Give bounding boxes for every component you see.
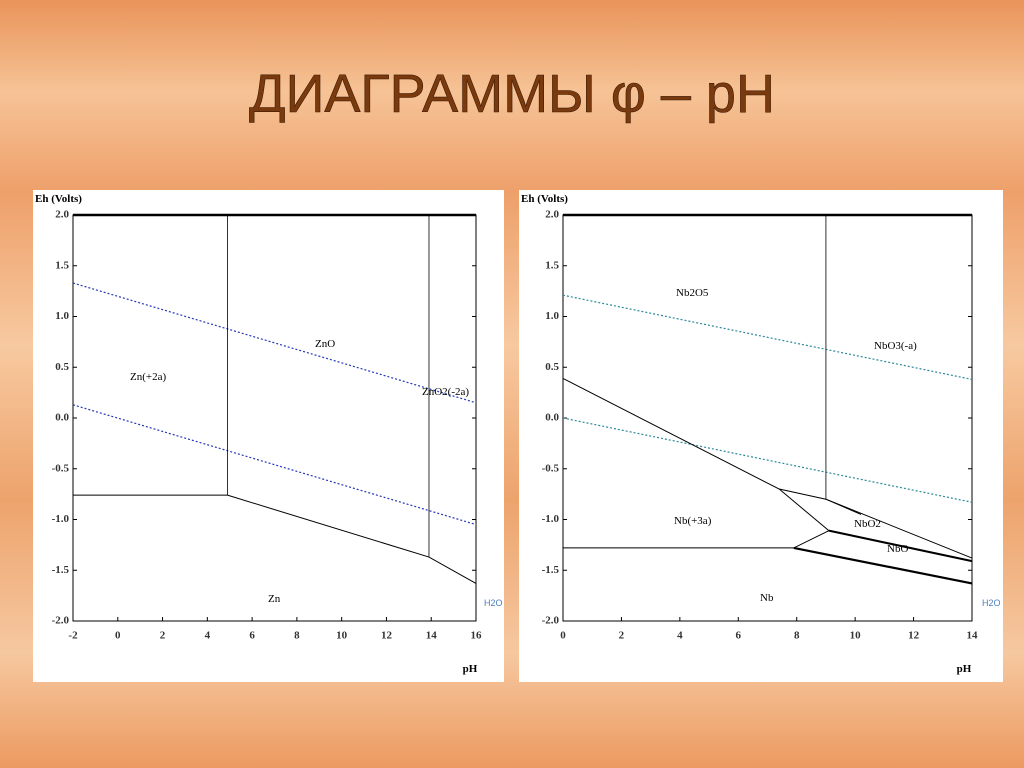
x-axis-label: pH	[957, 663, 972, 675]
x-tick-label: 4	[677, 630, 683, 642]
y-tick-label: -1.5	[542, 564, 560, 576]
y-tick-label: -1.0	[542, 513, 560, 525]
chart: -2.0 -1.5 -1.0 -0.5 0.0 0.5 1.0 1.5 2.0 -2 0 2 4 6 8 10…	[35, 193, 503, 675]
region-label: Nb	[760, 592, 774, 604]
y-tick-label: 1.5	[55, 259, 69, 271]
x-tick-label: 6	[736, 630, 742, 642]
boundary-line	[828, 529, 973, 563]
region-label: Zn(+2a)	[130, 371, 166, 383]
region-label: H2O	[982, 598, 1001, 608]
chart: -2.0 -1.5 -1.0 -0.5 0.0 0.5 1.0 1.5 2.0 0 2 4 6 8 10 12…	[521, 193, 1001, 675]
panel	[33, 190, 504, 682]
y-tick-label: -0.5	[542, 462, 560, 474]
boundary-line	[825, 498, 973, 559]
y-tick-label: 1.0	[55, 310, 69, 322]
panel	[519, 190, 1003, 682]
y-tick-label: 0.5	[545, 361, 559, 373]
region-label: NbO	[887, 543, 908, 555]
x-tick-label: 0	[115, 630, 121, 642]
region-label: NbO3(-a)	[874, 340, 917, 352]
y-tick-label: 2.0	[55, 209, 69, 221]
x-tick-label: 14	[426, 630, 438, 642]
x-tick-label: 10	[336, 630, 348, 642]
region-label: H2O	[484, 598, 503, 608]
region-label: NbO2	[854, 518, 881, 530]
x-tick-label: -2	[68, 630, 78, 642]
x-tick-label: 2	[619, 630, 625, 642]
y-tick-label: 1.0	[545, 310, 559, 322]
y-tick-label: 1.5	[545, 259, 559, 271]
x-tick-label: 16	[471, 630, 483, 642]
y-tick-label: -2.0	[542, 615, 560, 627]
boundary-line	[562, 417, 973, 503]
y-axis-label: Eh (Volts)	[35, 193, 82, 205]
y-tick-label: 0.0	[55, 412, 69, 424]
x-tick-label: 0	[560, 630, 566, 642]
region-label: Nb(+3a)	[674, 515, 712, 527]
y-tick-label: 0.0	[545, 412, 559, 424]
x-tick-label: 14	[967, 630, 979, 642]
x-tick-label: 8	[294, 630, 300, 642]
x-tick-label: 12	[908, 630, 920, 642]
region-label: Nb2O5	[676, 287, 709, 299]
x-tick-label: 2	[160, 630, 166, 642]
y-tick-label: 0.5	[55, 361, 69, 373]
slide-title: ДИАГРАММЫ φ – pH	[249, 64, 775, 124]
region-label: Zn	[268, 593, 281, 605]
region-label: ZnO	[315, 338, 335, 350]
y-tick-label: -2.0	[52, 615, 70, 627]
x-tick-label: 4	[205, 630, 211, 642]
x-tick-label: 8	[794, 630, 800, 642]
y-axis-label: Eh (Volts)	[521, 193, 568, 205]
boundary-line	[562, 294, 973, 381]
x-axis-label: pH	[463, 663, 478, 675]
y-tick-label: -1.0	[52, 513, 70, 525]
y-tick-label: -0.5	[52, 462, 70, 474]
region-label: ZnO2(-2a)	[422, 386, 469, 398]
boundary-line	[793, 546, 973, 585]
x-tick-label: 12	[381, 630, 393, 642]
x-tick-label: 10	[850, 630, 862, 642]
y-tick-label: -1.5	[52, 564, 70, 576]
y-tick-label: 2.0	[545, 209, 559, 221]
x-tick-label: 6	[249, 630, 255, 642]
